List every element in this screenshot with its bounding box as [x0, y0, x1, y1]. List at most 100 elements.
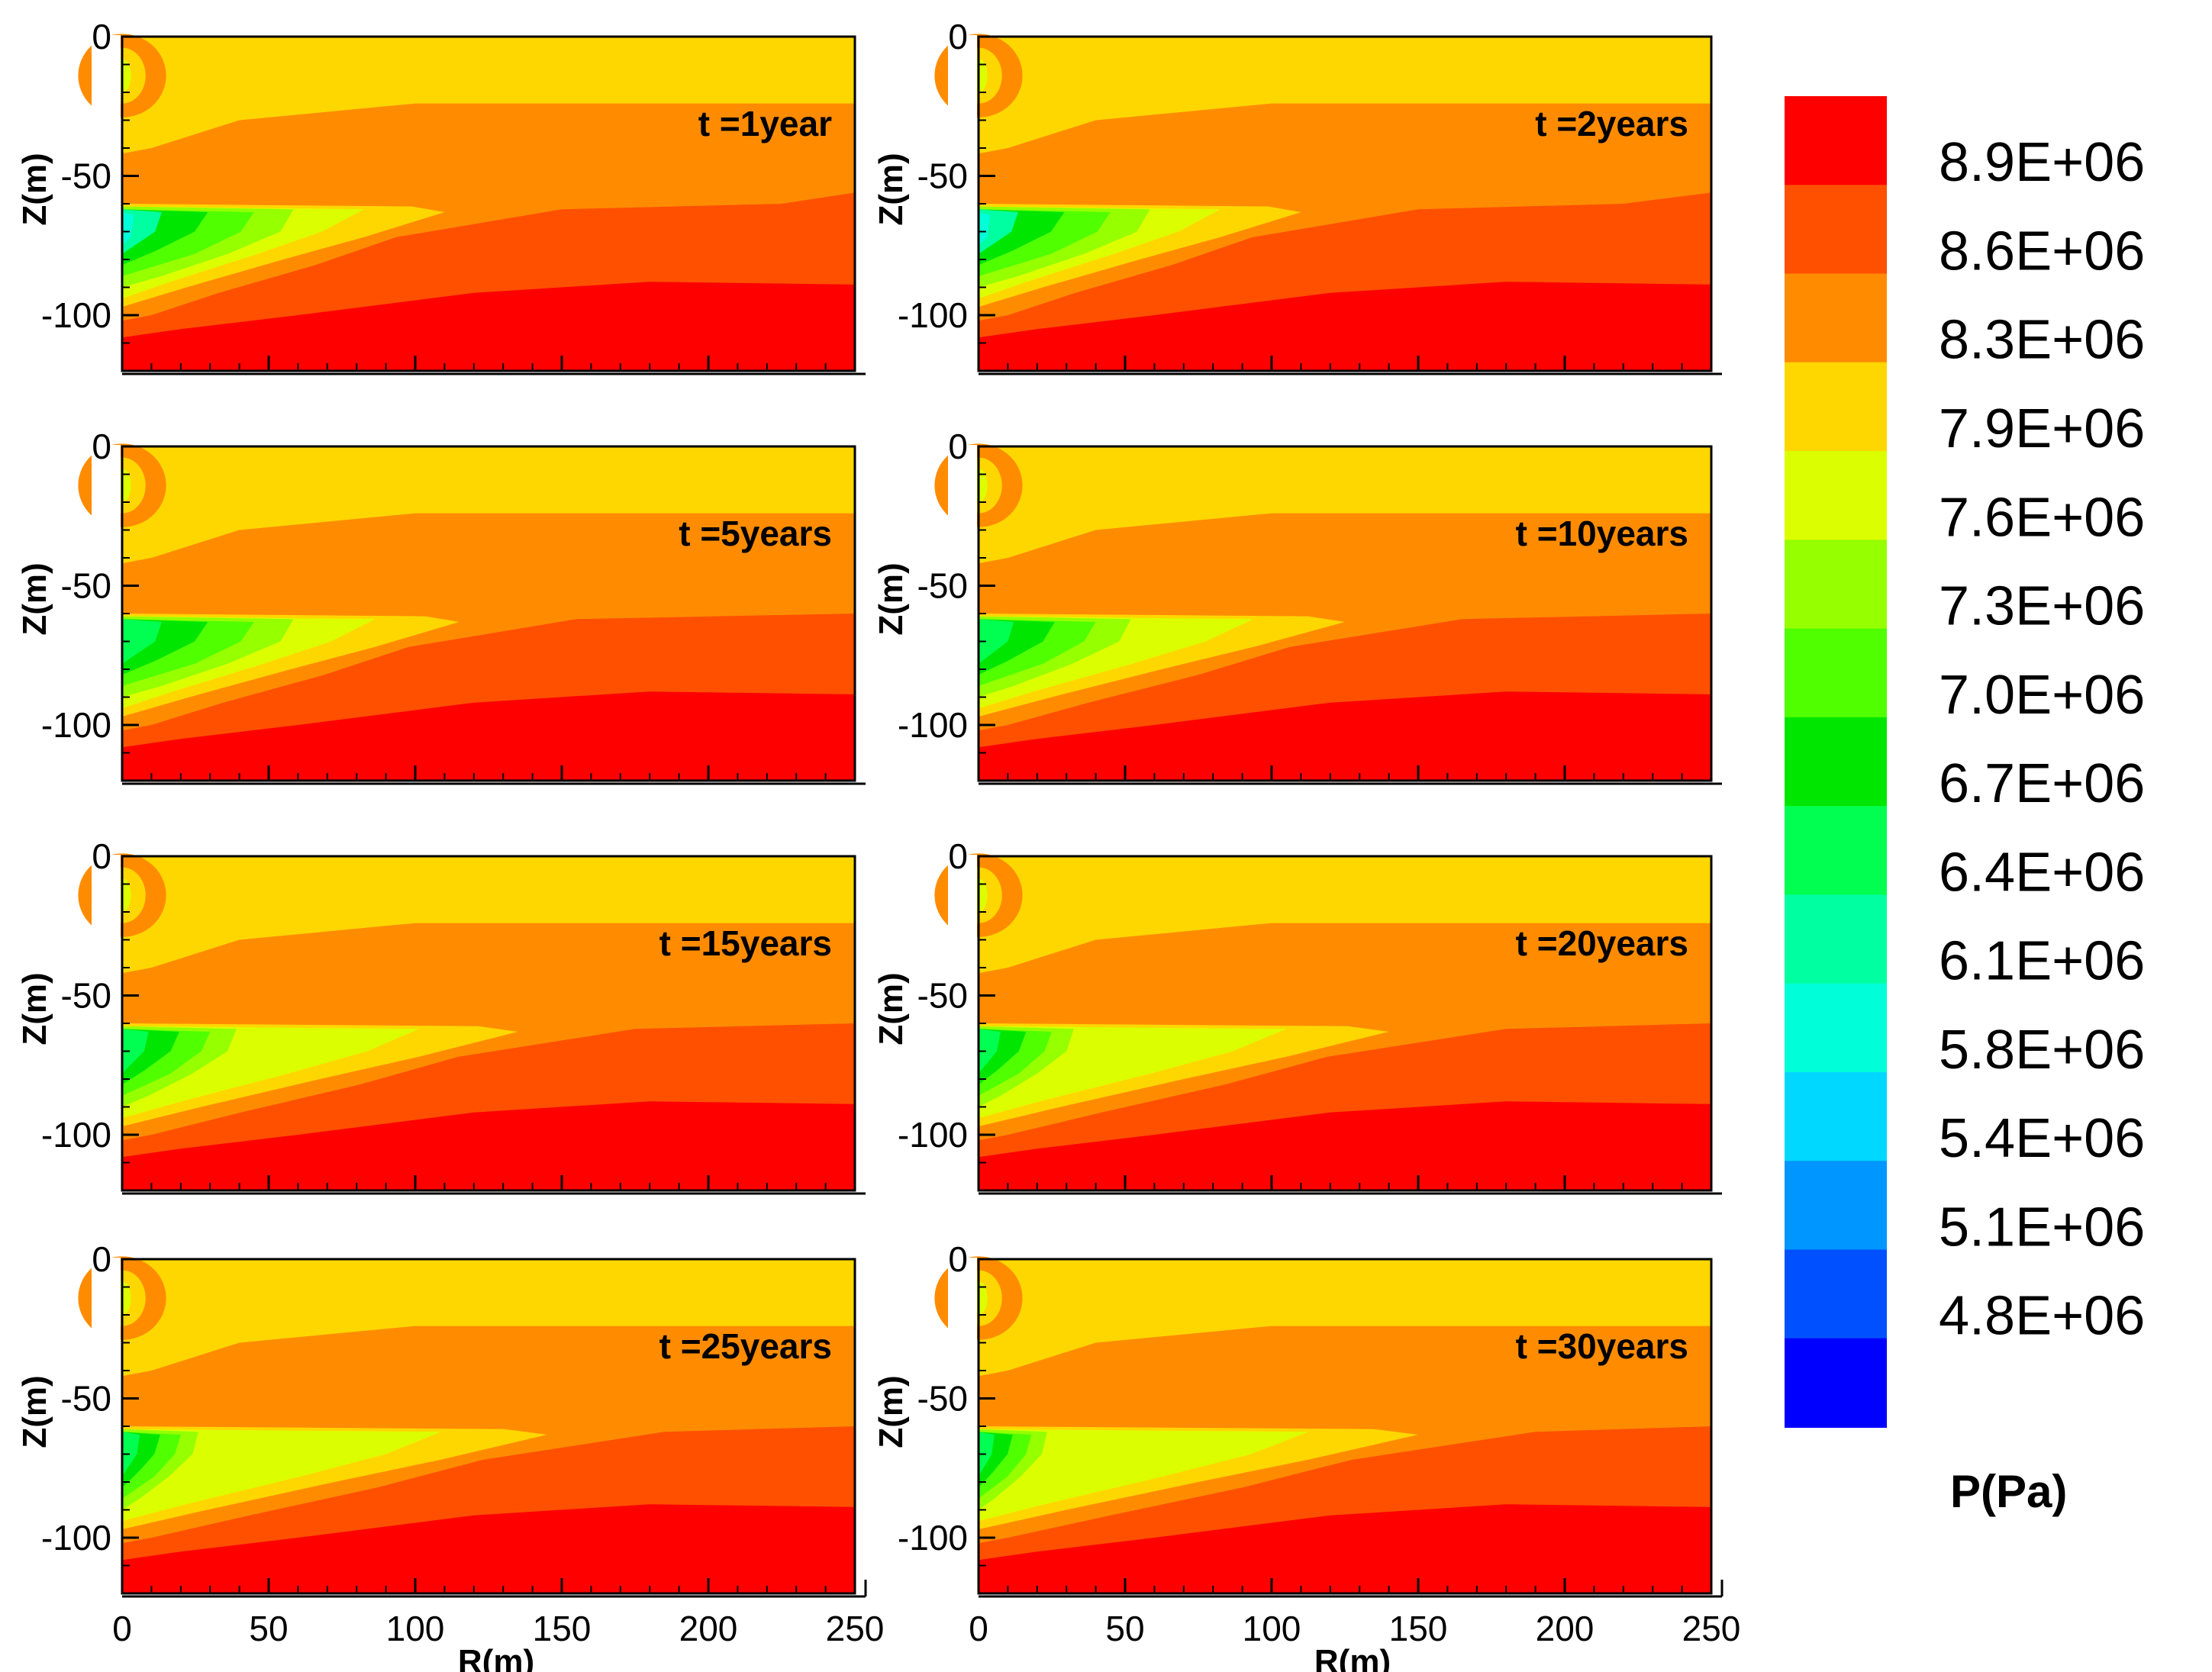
colorbar-label: 7.0E+06 — [1939, 665, 2145, 726]
y-tick-label: 0 — [948, 427, 968, 466]
y-tick-label: -50 — [61, 156, 111, 196]
colorbar-swatch — [1785, 894, 1887, 984]
colorbar-swatch — [1785, 273, 1887, 363]
axis-gutter — [948, 445, 977, 782]
band-well-min — [979, 212, 991, 246]
contour-panel: 0 -50 -100 Z(m) t =25years 0 50 100 150 200 250 R(m… — [16, 1239, 884, 1672]
y-axis-title: Z(m) — [872, 1375, 910, 1448]
colorbar-swatch — [1785, 806, 1887, 896]
colorbar-label: 8.3E+06 — [1939, 310, 2145, 371]
band-near-well — [979, 1432, 995, 1477]
x-tick-label: 200 — [679, 1609, 738, 1648]
axis-gutter — [92, 35, 121, 372]
colorbar-label: 8.9E+06 — [1939, 132, 2145, 193]
x-tick-label: 100 — [1243, 1609, 1301, 1648]
x-axis-title: R(m) — [1314, 1643, 1391, 1672]
band-7.6e6 — [122, 1429, 441, 1522]
colorbar-label: 4.8E+06 — [1939, 1286, 2145, 1347]
colorbar-swatch — [1785, 1249, 1887, 1339]
band-7.9e6-top — [122, 1259, 855, 1377]
y-tick-label: -100 — [41, 705, 111, 745]
y-tick-label: -100 — [898, 1115, 968, 1155]
colorbar-label: 8.6E+06 — [1939, 221, 2145, 282]
colorbar-swatch — [1785, 628, 1887, 718]
contour-panel: 0 -50 -100 Z(m) t =20years — [872, 836, 1722, 1195]
y-axis-title: Z(m) — [872, 153, 910, 225]
colorbar-label: 7.3E+06 — [1939, 576, 2145, 637]
band-7.9e6-top — [979, 37, 1711, 154]
y-tick-label: -100 — [898, 705, 968, 745]
band-7.6e6 — [979, 1429, 1308, 1522]
axis-gutter — [92, 1258, 121, 1595]
y-axis-title: Z(m) — [872, 972, 910, 1045]
colorbar-label: 6.4E+06 — [1939, 842, 2145, 903]
y-axis-title: Z(m) — [16, 1375, 53, 1448]
colorbar-swatch — [1785, 983, 1887, 1073]
colorbar-swatch — [1785, 1161, 1887, 1251]
contour-panel: 0 -50 -100 Z(m) t =5years — [16, 427, 866, 785]
colorbar-label: 5.4E+06 — [1939, 1108, 2145, 1169]
colorbar-swatch — [1785, 1338, 1887, 1428]
axis-gutter — [92, 445, 121, 782]
y-tick-label: -50 — [917, 566, 968, 606]
y-tick-label: -50 — [917, 156, 968, 196]
y-tick-label: 0 — [948, 17, 968, 56]
colorbar-label: 7.9E+06 — [1939, 398, 2145, 459]
panel-time-label: t =25years — [659, 1326, 832, 1366]
x-tick-label: 0 — [969, 1609, 988, 1648]
y-axis-title: Z(m) — [16, 972, 53, 1045]
panel-time-label: t =10years — [1516, 514, 1688, 553]
band-near-well — [122, 1432, 140, 1477]
x-tick-label: 150 — [533, 1609, 592, 1648]
colorbar-swatch — [1785, 451, 1887, 541]
colorbar: 8.9E+06 8.6E+06 8.3E+06 7.9E+06 7.6E+06 7.3E+… — [1785, 96, 2145, 1517]
x-tick-label: 150 — [1389, 1609, 1448, 1648]
band-7.9e6-top — [979, 446, 1711, 564]
colorbar-swatch — [1785, 1071, 1887, 1162]
band-well-min — [122, 212, 134, 246]
band-7.9e6-top — [979, 856, 1711, 974]
band-7.9e6-top — [122, 446, 855, 564]
panel-time-label: t =30years — [1516, 1326, 1688, 1366]
panels-layer: 0 -50 -100 Z(m) t =1year 0 -50 -100 Z(m) t =2year… — [16, 17, 1740, 1672]
axis-gutter — [92, 855, 121, 1192]
y-tick-label: 0 — [92, 1239, 111, 1279]
colorbar-swatch — [1785, 96, 1887, 186]
axis-gutter — [948, 1258, 977, 1595]
y-tick-label: 0 — [948, 1239, 968, 1279]
band-near-well — [122, 619, 162, 664]
y-tick-label: -50 — [917, 1379, 968, 1419]
contour-panel: 0 -50 -100 Z(m) t =2years — [872, 17, 1722, 375]
y-tick-label: -100 — [41, 295, 111, 335]
colorbar-label: 5.8E+06 — [1939, 1020, 2145, 1081]
colorbar-swatch — [1785, 717, 1887, 807]
x-tick-label: 200 — [1536, 1609, 1595, 1648]
y-axis-title: Z(m) — [16, 153, 53, 225]
x-tick-label: 0 — [112, 1609, 132, 1648]
x-tick-label: 250 — [1682, 1609, 1741, 1648]
band-7.9e6-top — [122, 37, 855, 154]
y-tick-label: 0 — [92, 836, 111, 876]
colorbar-label: 6.1E+06 — [1939, 931, 2145, 992]
band-near-well — [122, 1029, 149, 1074]
x-tick-label: 100 — [386, 1609, 445, 1648]
y-tick-label: -100 — [41, 1115, 111, 1155]
colorbar-label: 6.7E+06 — [1939, 753, 2145, 814]
y-tick-label: 0 — [92, 427, 111, 466]
x-tick-label: 50 — [1105, 1609, 1144, 1648]
y-tick-label: 0 — [92, 17, 111, 56]
band-7.9e6-top — [122, 856, 855, 974]
y-tick-label: -50 — [61, 976, 111, 1016]
panel-time-label: t =2years — [1535, 104, 1688, 143]
contour-panel: 0 -50 -100 Z(m) t =10years — [872, 427, 1722, 785]
y-tick-label: -100 — [41, 1518, 111, 1558]
y-axis-title: Z(m) — [16, 562, 53, 635]
y-tick-label: -50 — [61, 1379, 111, 1419]
band-near-well — [979, 619, 1014, 664]
colorbar-title: P(Pa) — [1950, 1466, 2067, 1517]
y-tick-label: -50 — [61, 566, 111, 606]
axis-gutter — [948, 855, 977, 1192]
y-axis-title: Z(m) — [872, 562, 910, 635]
y-tick-label: -50 — [917, 976, 968, 1016]
